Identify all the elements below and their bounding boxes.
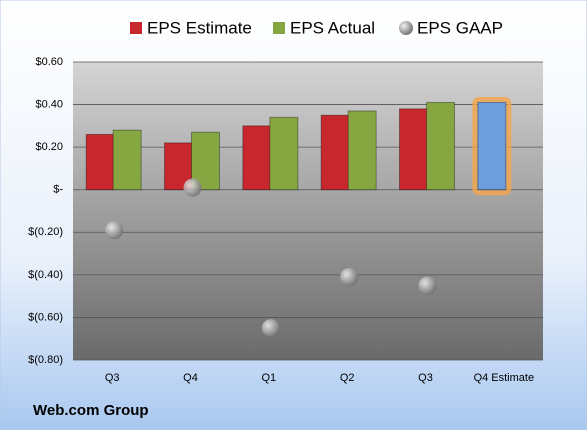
highlight-glow [472, 96, 512, 196]
y-tick-label: $(0.20) [28, 226, 63, 238]
bar [347, 110, 377, 191]
gaap-point [261, 319, 280, 338]
legend-label: EPS Actual [290, 18, 375, 37]
gaap-point [418, 276, 437, 295]
legend-marker [273, 22, 285, 34]
bar [112, 129, 142, 191]
gaap-point [340, 267, 359, 286]
bar [320, 114, 350, 191]
y-tick-label: $0.40 [35, 98, 63, 110]
x-tick-label: Q4 [183, 372, 198, 384]
bar [399, 108, 428, 191]
x-tick-label: Q3 [105, 372, 120, 384]
bar [85, 133, 115, 191]
x-tick-label: Q1 [261, 372, 276, 384]
y-tick-label: $(0.40) [28, 269, 63, 281]
x-tick-label: Q2 [340, 372, 355, 384]
legend-label: EPS GAAP [417, 18, 503, 37]
y-tick-label: $(0.80) [28, 354, 63, 366]
legend-marker [399, 21, 413, 35]
gaap-point [105, 221, 124, 240]
legend-label: EPS Estimate [147, 18, 252, 37]
gaap-point [183, 178, 202, 197]
bar [164, 142, 193, 191]
legend-marker [130, 22, 142, 34]
bar [242, 125, 272, 191]
y-tick-label: $- [53, 184, 63, 196]
y-tick-label: $(0.60) [28, 311, 63, 323]
footer: Web.com Group [33, 402, 149, 419]
bar [269, 116, 299, 191]
plot-area [73, 62, 543, 360]
y-tick-label: $0.20 [35, 141, 63, 153]
bar [426, 101, 455, 191]
y-tick-label: $0.60 [35, 56, 63, 68]
bar [477, 101, 507, 191]
x-tick-label: Q4 Estimate [474, 372, 535, 384]
x-tick-label: Q3 [418, 372, 433, 384]
